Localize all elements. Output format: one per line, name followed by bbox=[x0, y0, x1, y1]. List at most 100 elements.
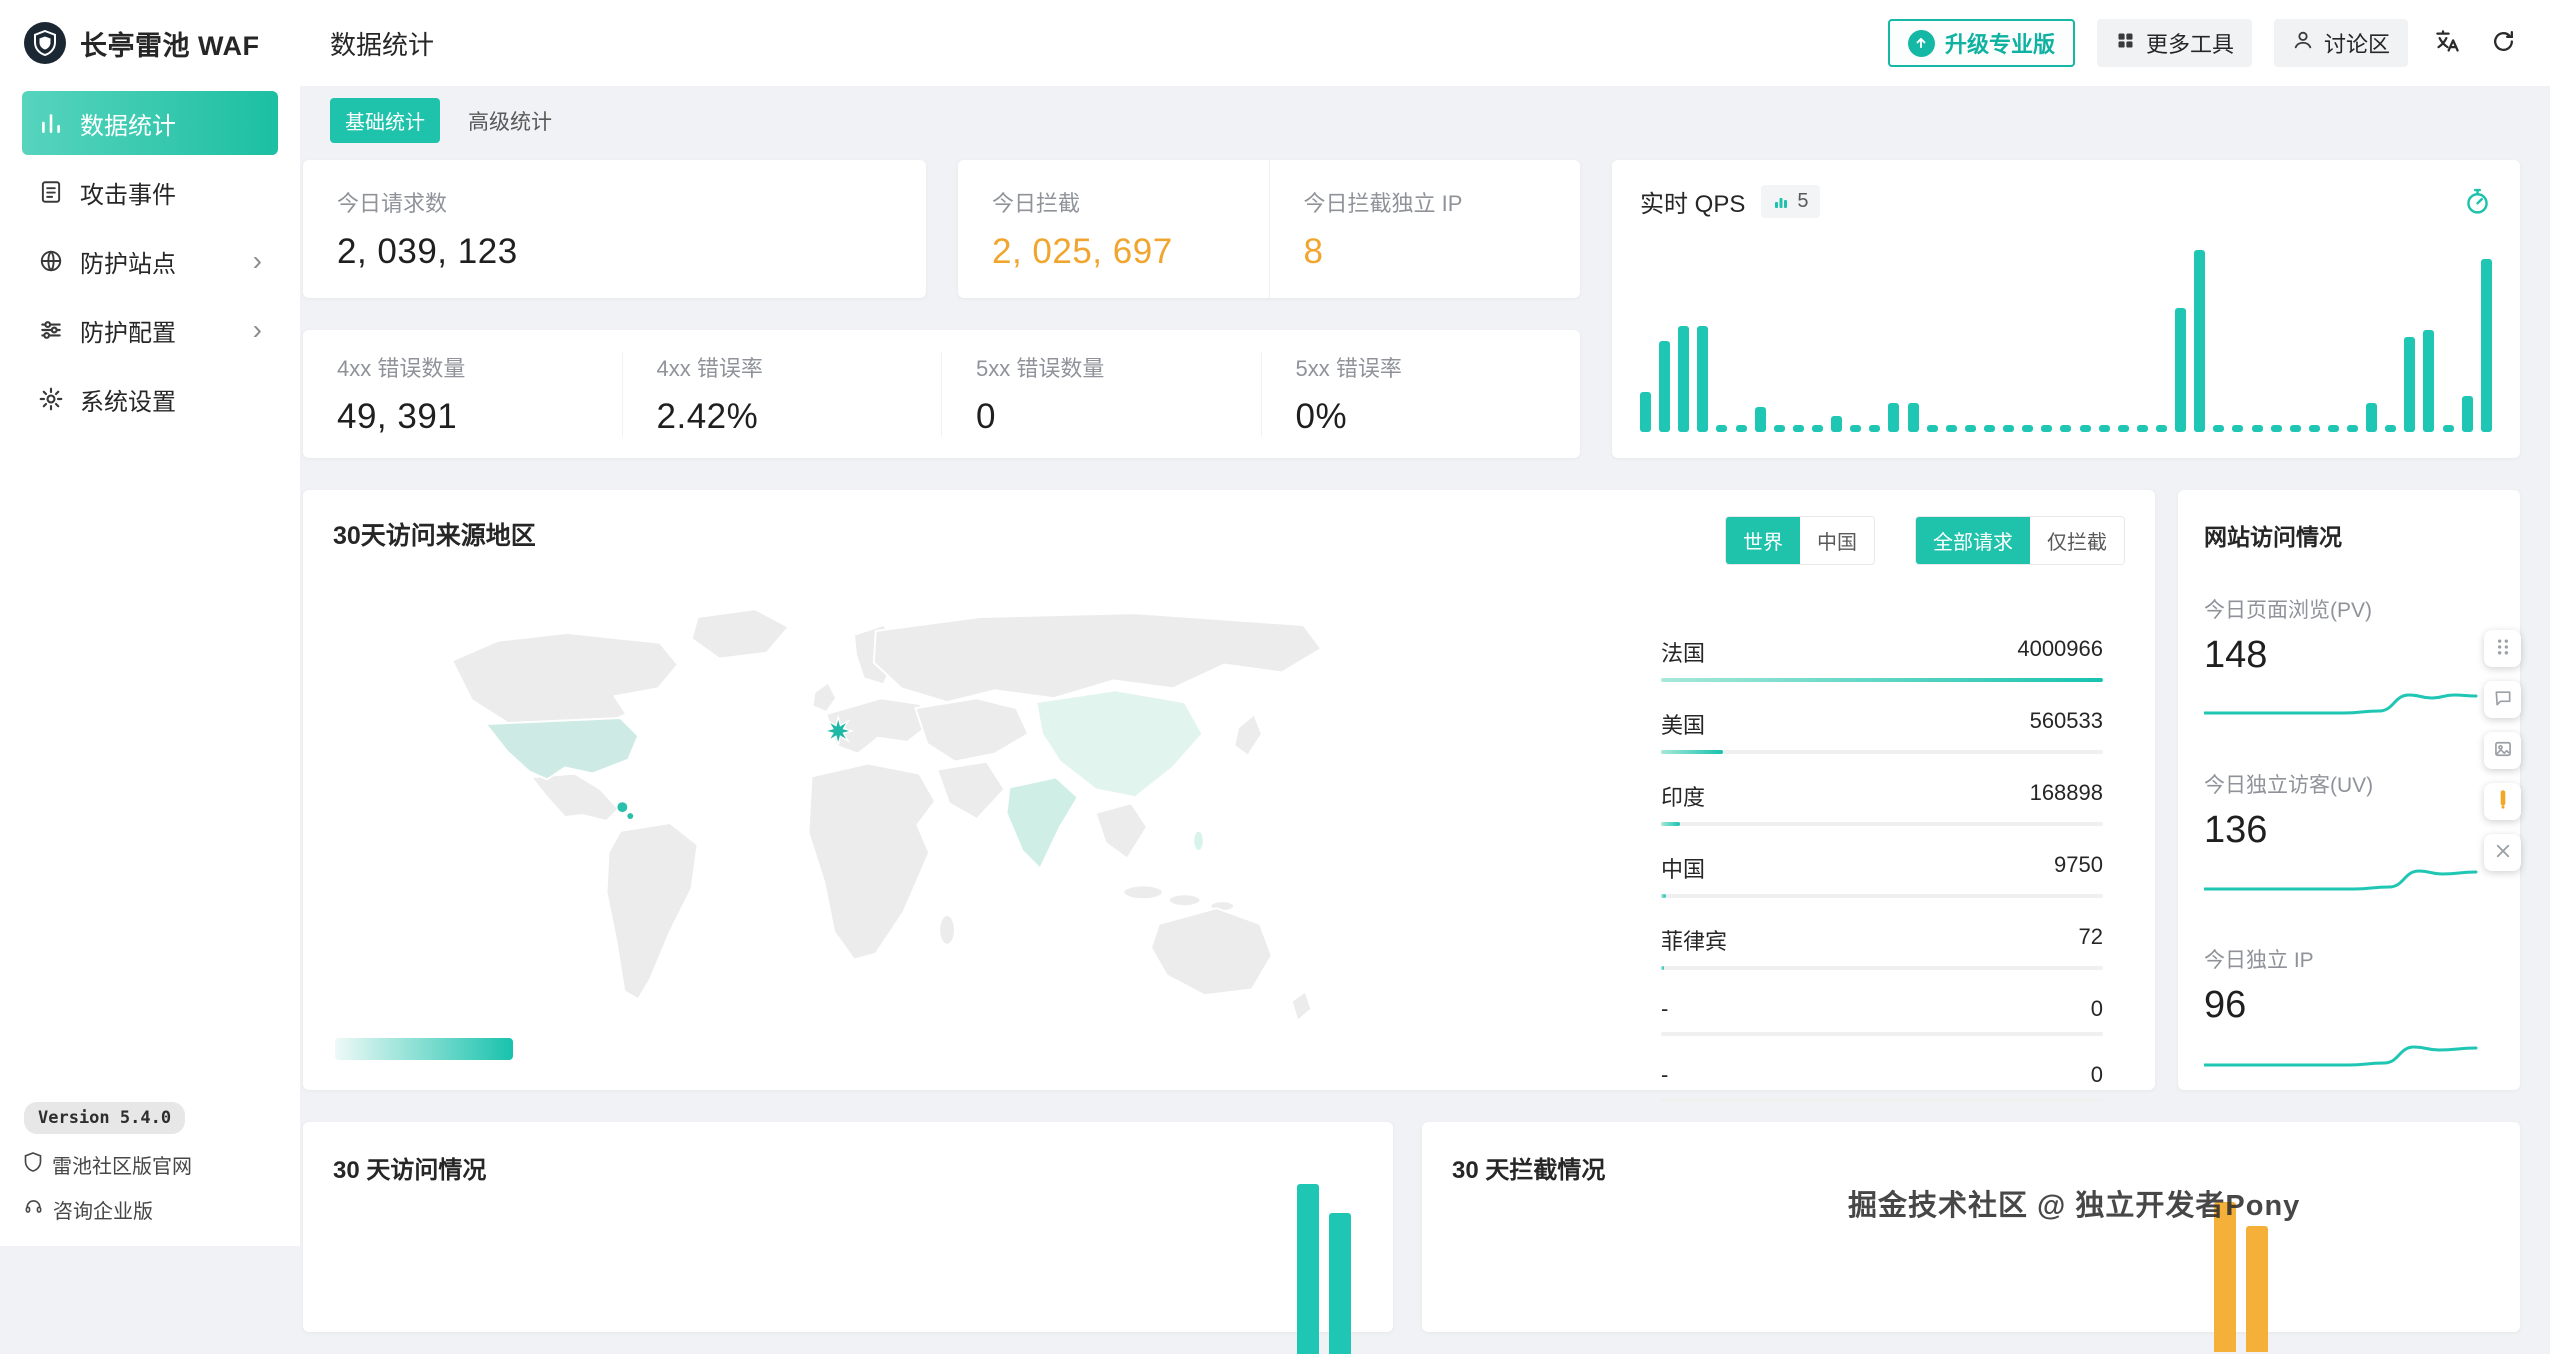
metric-uv-value: 136 bbox=[2204, 809, 2268, 851]
map-france-marker[interactable] bbox=[821, 714, 855, 748]
qps-bar bbox=[1831, 415, 1843, 432]
sparkline-path bbox=[2204, 1045, 2478, 1067]
rocket-icon bbox=[1907, 29, 1935, 57]
refresh-icon bbox=[2491, 29, 2516, 57]
toolbar-marker-button[interactable] bbox=[2484, 783, 2521, 820]
err4xx-count-section: 4xx 错误数量 49, 391 bbox=[303, 351, 622, 437]
forum-button[interactable]: 讨论区 bbox=[2273, 19, 2408, 67]
qps-bar bbox=[2232, 424, 2244, 432]
country-name: - bbox=[1661, 1062, 1669, 1087]
scope-toggle-all-requests[interactable]: 全部请求 bbox=[1916, 517, 2030, 564]
stopwatch-icon[interactable] bbox=[2463, 187, 2492, 216]
qps-bar bbox=[1716, 424, 1728, 432]
community-site-label: 雷池社区版官网 bbox=[52, 1156, 192, 1178]
qps-bar bbox=[2060, 424, 2072, 432]
world-map[interactable] bbox=[361, 602, 1351, 1040]
qps-bar bbox=[2175, 308, 2187, 432]
qps-bar bbox=[1640, 391, 1651, 432]
sidebar-item-label: 系统设置 bbox=[80, 388, 176, 416]
toolbar-drag-button[interactable] bbox=[2484, 630, 2521, 667]
qps-bar bbox=[1907, 402, 1919, 432]
map-caribbean-marker bbox=[617, 802, 628, 813]
qps-bar bbox=[2289, 424, 2301, 432]
refresh-button[interactable] bbox=[2487, 25, 2520, 61]
upgrade-pro-button[interactable]: 升级专业版 bbox=[1887, 19, 2075, 67]
toolbar-comment-button[interactable] bbox=[2484, 681, 2521, 718]
country-value: 9750 bbox=[2054, 852, 2103, 877]
enterprise-consult-link[interactable]: 咨询企业版 bbox=[24, 1195, 192, 1224]
qps-bar bbox=[2347, 424, 2359, 432]
country-progress-fill bbox=[1661, 750, 1723, 754]
qps-badge-value: 5 bbox=[1797, 190, 1809, 212]
country-row: 美国 560533 bbox=[1661, 708, 2103, 754]
uv-sparkline bbox=[2204, 869, 2478, 891]
toolbar-image-button[interactable] bbox=[2484, 732, 2521, 769]
country-value: 0 bbox=[2090, 996, 2103, 1021]
mini-bar bbox=[2246, 1226, 2268, 1352]
community-site-link[interactable]: 雷池社区版官网 bbox=[24, 1150, 192, 1179]
sidebar-item-protected-sites[interactable]: 防护站点 › bbox=[22, 229, 278, 293]
region-toggle-china[interactable]: 中国 bbox=[1800, 517, 1874, 564]
mini-bars-icon bbox=[1775, 197, 1788, 208]
today-blocked-value: 2, 025, 697 bbox=[992, 232, 1173, 271]
user-icon bbox=[2292, 29, 2314, 57]
qps-bar bbox=[1735, 424, 1747, 432]
qps-bar bbox=[2385, 424, 2397, 432]
map-country-us[interactable] bbox=[483, 717, 640, 781]
sidebar-item-attack-events[interactable]: 攻击事件 bbox=[22, 160, 278, 224]
scope-toggle-blocked-only[interactable]: 仅拦截 bbox=[2030, 517, 2124, 564]
tab-advanced-stats[interactable]: 高级统计 bbox=[468, 106, 552, 136]
metric-uv-label: 今日独立访客(UV) bbox=[2204, 774, 2374, 797]
metric-ip: 今日独立 IP 96 bbox=[2204, 944, 2494, 1077]
country-list: 法国 4000966 美国 560533 印度 168898 中国 9750 菲律宾 72… bbox=[1661, 636, 2103, 1102]
sidebar-item-protection-config[interactable]: 防护配置 › bbox=[22, 298, 278, 362]
qps-bar bbox=[2022, 424, 2034, 432]
region-toggle: 世界 中国 bbox=[1725, 516, 1875, 565]
stats-tabs: 基础统计 高级统计 bbox=[330, 98, 552, 143]
qps-bar bbox=[2366, 402, 2378, 432]
sidebar-item-data-stats[interactable]: 数据统计 bbox=[22, 91, 278, 155]
map-country-china[interactable] bbox=[1035, 689, 1204, 799]
brand-name: 长亭雷池 WAF bbox=[80, 30, 260, 61]
country-progress-track bbox=[1661, 822, 2103, 826]
qps-bar bbox=[2308, 424, 2320, 432]
toolbar-close-button[interactable] bbox=[2484, 834, 2521, 871]
map-countries bbox=[451, 608, 1323, 1022]
visit-source-header: 30天访问来源地区 世界 中国 全部请求 仅拦截 bbox=[333, 516, 2125, 565]
metric-ip-label: 今日独立 IP bbox=[2204, 949, 2314, 972]
region-toggle-world[interactable]: 世界 bbox=[1726, 517, 1800, 564]
qps-bar bbox=[2194, 250, 2206, 432]
tab-basic-stats[interactable]: 基础统计 bbox=[330, 98, 440, 143]
orange-marker-icon bbox=[2493, 790, 2513, 813]
qps-bar bbox=[2213, 424, 2225, 432]
metric-uv: 今日独立访客(UV) 136 bbox=[2204, 769, 2494, 902]
qps-bar bbox=[2136, 424, 2148, 432]
sidebar-item-system-settings[interactable]: 系统设置 bbox=[22, 367, 278, 431]
floating-toolbar bbox=[2484, 630, 2521, 871]
qps-bar bbox=[2041, 424, 2053, 432]
err5xx-count-value: 0 bbox=[976, 397, 996, 436]
country-value: 4000966 bbox=[2017, 636, 2103, 661]
map-country-india[interactable] bbox=[1005, 776, 1080, 871]
more-tools-button[interactable]: 更多工具 bbox=[2096, 19, 2252, 67]
err4xx-count-value: 49, 391 bbox=[337, 397, 458, 436]
country-name: 法国 bbox=[1661, 641, 1706, 666]
today-blocked-section: 今日拦截 2, 025, 697 bbox=[958, 160, 1269, 298]
visits-30d-title: 30 天访问情况 bbox=[333, 1157, 487, 1184]
scope-toggle: 全部请求 仅拦截 bbox=[1915, 516, 2125, 565]
language-toggle-button[interactable] bbox=[2430, 24, 2465, 62]
site-visits-title: 网站访问情况 bbox=[2204, 524, 2342, 550]
country-row: -0 bbox=[1661, 1062, 2103, 1102]
sidebar-footer: Version 5.4.0 雷池社区版官网 咨询企业版 bbox=[24, 1102, 192, 1224]
visits-mini-chart bbox=[1297, 1184, 1351, 1354]
err5xx-rate-section: 5xx 错误率 0% bbox=[1260, 351, 1581, 437]
qps-bar bbox=[2461, 395, 2473, 432]
map-country-philippines[interactable] bbox=[1192, 830, 1205, 852]
blocks-30d-title: 30 天拦截情况 bbox=[1452, 1157, 1606, 1184]
country-value: 72 bbox=[2078, 924, 2103, 949]
gear-icon bbox=[38, 386, 64, 412]
country-row: 法国 4000966 bbox=[1661, 636, 2103, 682]
country-progress-fill bbox=[1661, 894, 1667, 898]
err4xx-rate-label: 4xx 错误率 bbox=[656, 356, 763, 381]
qps-bar bbox=[1945, 424, 1957, 432]
